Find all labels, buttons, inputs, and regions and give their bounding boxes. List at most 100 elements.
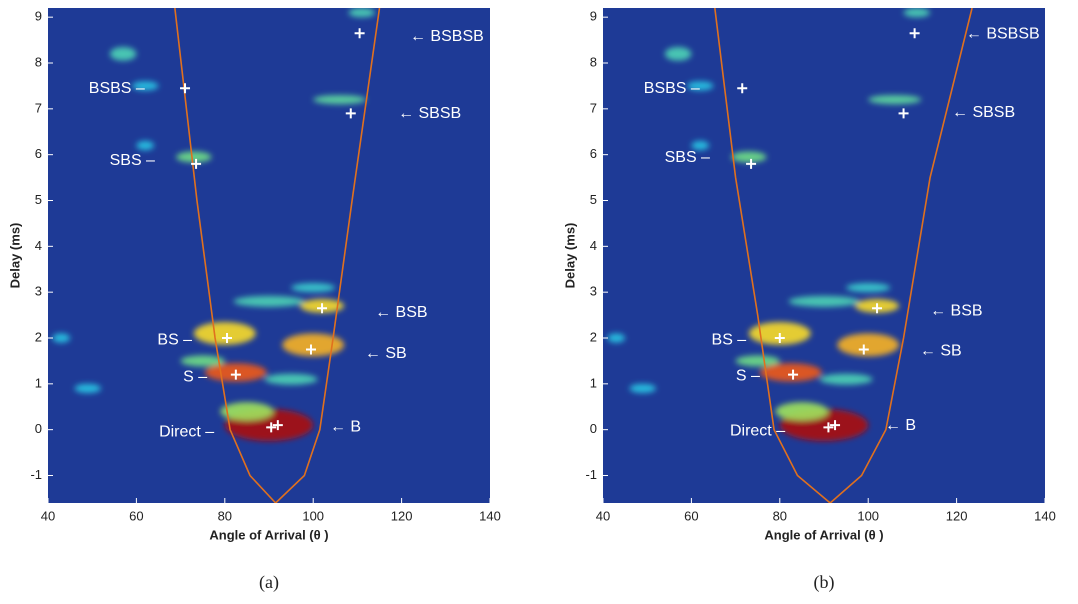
curve: [714, 8, 973, 503]
heat-blob: [220, 402, 274, 421]
y-tick-label: 8: [590, 54, 597, 69]
y-tick-label: 8: [35, 54, 42, 69]
heat-blob: [109, 46, 137, 61]
heat-blob: [180, 355, 225, 367]
heat-blob: [74, 383, 102, 393]
heatmap: [52, 8, 376, 442]
heat-blob: [136, 140, 155, 151]
y-tick-label: -1: [30, 467, 42, 482]
marker: [746, 158, 757, 169]
y-tick-label: 3: [35, 284, 42, 299]
caption: (b): [814, 572, 835, 593]
annotation: ← SB: [920, 343, 962, 360]
x-axis-label: Angle of Arrival (θ ): [209, 527, 328, 542]
annotation: BSBS –: [89, 80, 145, 97]
x-tick-label: 140: [479, 508, 501, 523]
y-tick-label: 9: [590, 9, 597, 24]
heat-blob: [313, 95, 367, 105]
curve: [174, 8, 381, 503]
panel: ← BSBSB ← SBSB ← BSB ← SB ← B BSBS – SBS – BS –…: [562, 8, 1056, 593]
x-tick-label: 100: [302, 508, 324, 523]
plot-content: [52, 8, 381, 503]
annotation: ← SBSB: [952, 104, 1015, 121]
heat-blob: [131, 81, 159, 91]
heat-blob: [52, 333, 71, 343]
annotation: ← BSB: [930, 303, 982, 320]
marker: [354, 28, 365, 39]
marker: [898, 108, 909, 119]
marker: [230, 369, 241, 380]
annotation: ← BSBSB: [410, 28, 484, 45]
heat-blob: [775, 402, 829, 421]
y-tick-label: 5: [35, 192, 42, 207]
marker: [345, 108, 356, 119]
annotation: BSBS –: [644, 80, 700, 97]
x-tick-label: 80: [218, 508, 232, 523]
y-tick-label: 4: [35, 238, 42, 253]
heat-blob: [735, 355, 780, 367]
heat-blob: [291, 283, 336, 293]
y-tick-label: 9: [35, 9, 42, 24]
y-tick-label: 1: [590, 375, 597, 390]
caption: (a): [259, 572, 279, 593]
x-tick-label: 40: [41, 508, 55, 523]
x-axis-label: Angle of Arrival (θ ): [764, 527, 883, 542]
annotation: ← SB: [365, 345, 407, 362]
y-tick-label: 0: [590, 421, 597, 436]
heat-blob: [903, 8, 931, 18]
annotation: ← B: [330, 419, 361, 436]
heatmap: [607, 8, 931, 442]
annotation: ← B: [885, 417, 916, 434]
y-tick-label: 0: [35, 421, 42, 436]
heat-blob: [629, 383, 657, 393]
x-tick-label: 140: [1034, 508, 1056, 523]
marker: [830, 420, 841, 431]
y-tick-label: 7: [590, 100, 597, 115]
marker: [737, 83, 748, 94]
y-tick-label: 6: [35, 146, 42, 161]
marker: [872, 303, 883, 314]
annotation: S –: [736, 368, 760, 385]
y-tick-label: 6: [590, 146, 597, 161]
x-tick-label: 120: [391, 508, 413, 523]
annotation: SBS –: [665, 149, 710, 166]
heat-blob: [846, 283, 891, 293]
marker: [222, 333, 233, 343]
y-tick-label: 4: [590, 238, 597, 253]
heat-blob: [607, 333, 626, 343]
annotation: SBS –: [110, 152, 155, 169]
annotation: ← BSB: [375, 304, 427, 321]
marker: [788, 369, 799, 380]
y-tick-label: 5: [590, 192, 597, 207]
heat-blob: [759, 363, 822, 382]
heat-blob: [868, 95, 922, 105]
x-tick-label: 60: [684, 508, 698, 523]
marker: [180, 83, 191, 94]
y-tick-label: 7: [35, 100, 42, 115]
marker: [305, 344, 316, 355]
annotation: BS –: [712, 332, 747, 349]
y-tick-label: -1: [585, 467, 597, 482]
marker: [317, 303, 328, 314]
annotation: BS –: [157, 332, 192, 349]
annotation: ← SBSB: [398, 105, 461, 122]
y-axis-label: Delay (ms): [562, 223, 577, 289]
y-tick-label: 2: [590, 329, 597, 344]
heat-blob: [348, 8, 376, 18]
marker: [191, 158, 202, 169]
heat-blob: [837, 333, 900, 357]
y-tick-label: 1: [35, 375, 42, 390]
y-tick-label: 2: [35, 329, 42, 344]
x-tick-label: 60: [129, 508, 143, 523]
panel: ← BSBSB ← SBSB ← BSB ← SB ← B BSBS – SBS – BS –…: [7, 8, 501, 593]
annotation: Direct –: [159, 424, 214, 441]
annotation: S –: [183, 369, 207, 386]
marker: [266, 422, 277, 433]
heat-blob: [176, 151, 212, 163]
heat-blob: [282, 333, 345, 357]
annotation: ← BSBSB: [966, 25, 1040, 42]
heat-blob: [233, 295, 305, 307]
marker: [272, 420, 283, 431]
marker: [858, 344, 869, 355]
